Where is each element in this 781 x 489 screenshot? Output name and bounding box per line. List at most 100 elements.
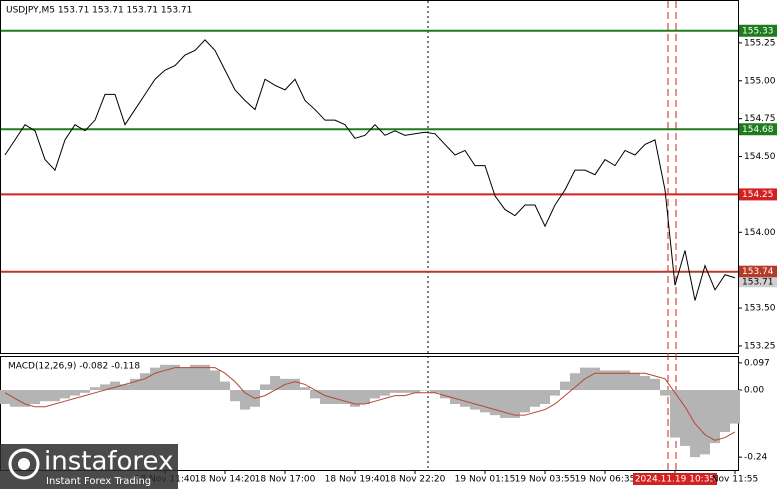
- x-tick-label: 19 Nov 06:35: [575, 475, 636, 485]
- macd-bar: [660, 390, 670, 396]
- macd-bar: [0, 390, 10, 404]
- macd-bar: [260, 384, 270, 391]
- logo-name: instaforex: [44, 447, 173, 477]
- y-tick-label: -0.24: [744, 453, 768, 463]
- macd-bar: [480, 390, 490, 413]
- macd-bar: [30, 390, 40, 404]
- logo: instaforex Instant Forex Trading: [0, 444, 178, 489]
- x-tick-label: 19 Nov 03:55: [515, 475, 576, 485]
- macd-bar: [400, 390, 410, 393]
- macd-bar: [420, 390, 430, 391]
- macd-bar: [700, 390, 710, 455]
- macd-bar: [150, 367, 160, 391]
- macd-bar: [450, 390, 460, 404]
- price-panel: [0, 0, 739, 354]
- y-tick-label: 0.097: [744, 358, 770, 368]
- macd-bar: [600, 370, 610, 391]
- level-box: [739, 123, 777, 136]
- macd-bar: [100, 384, 110, 391]
- macd-bar: [350, 390, 360, 407]
- y-tick-label: 0.00: [744, 386, 764, 396]
- x-tick-label: 18 Nov 22:20: [385, 475, 446, 485]
- x-tick-label: 18 Nov 14:20: [195, 475, 256, 485]
- macd-bar: [170, 364, 180, 391]
- macd-bar: [550, 390, 560, 396]
- macd-bar: [190, 364, 200, 391]
- macd-bar: [460, 390, 470, 407]
- macd-bar: [510, 390, 520, 418]
- x-tick-label: 18 Nov 19:40: [325, 475, 386, 485]
- macd-bar: [210, 370, 220, 391]
- macd-bar: [130, 378, 140, 391]
- x-tick-label: 19 Nov 01:15: [455, 475, 516, 485]
- chart-title: USDJPY,M5 153.71 153.71 153.71 153.71: [6, 6, 192, 16]
- y-tick-label: 154.50: [744, 152, 776, 162]
- macd-bar: [610, 370, 620, 391]
- macd-bar: [340, 390, 350, 404]
- macd-bar: [370, 390, 380, 399]
- price-label: 153.71: [742, 278, 774, 288]
- macd-bar: [330, 390, 340, 404]
- macd-bar: [640, 376, 650, 391]
- macd-bar: [140, 373, 150, 391]
- macd-bar: [590, 367, 600, 391]
- macd-bar: [300, 387, 310, 391]
- macd-bar: [160, 364, 170, 391]
- macd-bar: [540, 390, 550, 404]
- price-line: [4, 39, 736, 301]
- macd-title: MACD(12,26,9) -0.082 -0.118: [8, 362, 140, 372]
- macd-bar: [500, 390, 510, 418]
- macd-bar: [440, 390, 450, 399]
- macd-bar: [720, 390, 730, 432]
- macd-bar: [120, 384, 130, 391]
- y-tick-label: 155.25: [744, 38, 776, 48]
- macd-bar: [70, 390, 80, 396]
- level-box: [739, 265, 777, 278]
- signal-line: [4, 367, 736, 441]
- y-tick-label: 155.00: [744, 76, 776, 86]
- logo-tagline: Instant Forex Trading: [46, 476, 151, 487]
- macd-bar: [180, 367, 190, 391]
- level-label: 153.74: [742, 267, 774, 277]
- logo-icon: [18, 458, 30, 470]
- macd-bar: [630, 373, 640, 391]
- y-tick-label: 154.75: [744, 114, 776, 124]
- y-tick-label: 153.50: [744, 304, 776, 314]
- macd-bar: [650, 378, 660, 391]
- macd-bar: [520, 390, 530, 413]
- macd-bar: [710, 390, 720, 444]
- macd-bar: [680, 390, 690, 446]
- macd-bar: [490, 390, 500, 416]
- macd-bar: [530, 390, 540, 407]
- macd-bar: [390, 390, 400, 393]
- level-label: 154.68: [742, 125, 774, 135]
- macd-bar: [20, 390, 30, 407]
- macd-bar: [730, 390, 740, 424]
- x-tick-label: Nov 11:55: [712, 475, 758, 485]
- macd-bar: [620, 370, 630, 391]
- macd-bar: [410, 390, 420, 393]
- macd-bar: [290, 378, 300, 391]
- macd-bar: [110, 381, 120, 391]
- macd-bar: [270, 376, 280, 391]
- macd-bar: [50, 390, 60, 402]
- logo-icon: [8, 448, 40, 480]
- macd-bar: [60, 390, 70, 399]
- macd-bar: [40, 390, 50, 402]
- level-box: [739, 24, 777, 37]
- y-tick-label: 153.25: [744, 341, 776, 351]
- marks: 155.25 155.00 154.75 154.50 154.00 153.50 153.…: [0, 24, 777, 485]
- x-highlight: [633, 473, 717, 485]
- macd-bar: [570, 373, 580, 391]
- macd-bar: [560, 381, 570, 391]
- macd-bar: [200, 364, 210, 391]
- macd-bar: [380, 390, 390, 396]
- macd-bar: [360, 390, 370, 404]
- macd-bar: [90, 387, 100, 391]
- macd-bar: [470, 390, 480, 410]
- macd-bar: [230, 390, 240, 402]
- y-tick-label: 154.00: [744, 228, 776, 238]
- x-tick-label: 2024.11.19 10:35: [635, 475, 715, 485]
- x-tick-label: 18 Nov 17:00: [255, 475, 316, 485]
